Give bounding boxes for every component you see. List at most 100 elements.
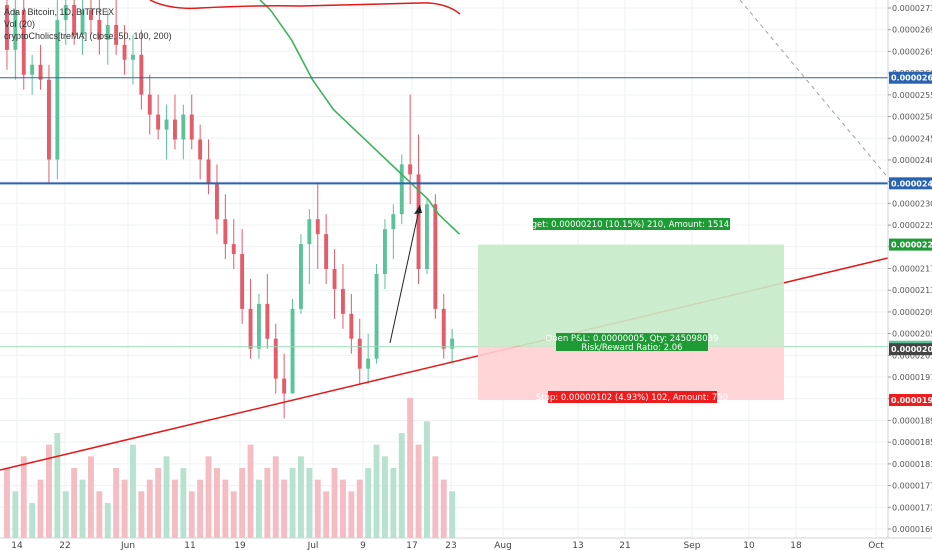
x-tick-label: 23 <box>445 541 456 550</box>
candle-body <box>131 54 135 60</box>
x-tick-label: 9 <box>360 541 366 550</box>
volume-bar <box>71 468 78 538</box>
volume-bar <box>62 491 69 538</box>
x-tick-label: 11 <box>184 541 195 550</box>
candle-body <box>47 79 51 160</box>
y-tick-label: 0.00001730 <box>892 503 932 512</box>
candle-body <box>315 219 320 235</box>
ma-indicator-label: cryptoCholics[treMA] (close, 50, 100, 20… <box>4 31 172 41</box>
dashed-projection-line <box>739 0 891 181</box>
volume-bar <box>104 503 111 538</box>
y-tick-label: 0.00002250 <box>892 221 932 230</box>
volume-bar <box>163 456 170 538</box>
volume-bar <box>289 468 296 538</box>
candle-body <box>164 119 169 130</box>
arrow-line <box>389 204 421 344</box>
x-tick-label: 21 <box>619 541 630 550</box>
candle-body <box>13 9 18 50</box>
x-tick-label: 18 <box>790 541 802 550</box>
x-tick-label: Sep <box>684 541 701 550</box>
volume-bar <box>188 491 195 538</box>
volume-bar <box>138 491 145 538</box>
volume-bar <box>356 479 363 538</box>
candle-body <box>307 219 312 245</box>
volume-bar <box>146 479 153 538</box>
volume-bar <box>306 468 313 538</box>
y-tick-label: 0.00002650 <box>892 47 932 56</box>
x-tick-label: 10 <box>743 541 755 550</box>
candle-body <box>257 303 261 349</box>
candle-body <box>374 273 379 359</box>
volume-bar <box>432 456 439 538</box>
volume-bar <box>239 468 246 538</box>
volume-bar <box>113 468 120 538</box>
candle-body <box>324 234 329 269</box>
candle-body <box>97 19 102 40</box>
y-tick-label: 0.00002400 <box>892 156 932 165</box>
y-tick-label: 0.00001694 <box>892 525 932 534</box>
candle-body <box>441 308 446 349</box>
candle-body <box>215 184 219 220</box>
candle-body <box>189 114 194 140</box>
y-tick-label: 0.00002130 <box>892 286 932 295</box>
candle-body <box>156 114 161 130</box>
volume-bar <box>365 468 372 538</box>
volume-bar <box>205 456 212 538</box>
volume-bar <box>298 456 304 538</box>
y-tick-label: 0.00002300 <box>892 199 932 208</box>
price-badge-label: 0.00002279 <box>891 241 932 250</box>
volume-bar <box>348 491 355 538</box>
volume-bar <box>390 468 397 538</box>
candle-body <box>21 9 26 75</box>
moving-average-line <box>259 0 461 235</box>
x-tick-label: 19 <box>234 541 246 550</box>
volume-bar <box>230 491 237 538</box>
y-tick-label: 0.00002730 <box>892 4 932 13</box>
candle-body <box>425 204 429 269</box>
y-tick-label: 0.00002500 <box>892 113 932 122</box>
volume-bar <box>214 468 220 538</box>
price-badge <box>889 343 932 356</box>
volume-bar <box>373 444 380 538</box>
candle-body <box>240 254 245 309</box>
volume-bar <box>155 468 162 538</box>
candle-body <box>391 214 396 230</box>
y-tick-label: 0.00001850 <box>892 438 932 447</box>
volume-bar <box>440 479 447 538</box>
candle-body <box>399 164 404 215</box>
y-tick-label: 0.00002010 <box>892 351 932 360</box>
candle-body <box>248 308 253 349</box>
volume-bar <box>54 433 61 538</box>
x-tick-label: 22 <box>59 541 70 550</box>
volume-bar <box>37 479 44 538</box>
candle-body <box>433 204 438 309</box>
candle-body <box>223 219 228 245</box>
candle-body <box>341 288 345 314</box>
candle-body <box>89 9 93 20</box>
candle-body <box>105 24 110 40</box>
target-zone <box>478 244 784 347</box>
x-tick-label: 17 <box>406 541 417 550</box>
pnl-label: Open P&L: 0.00000005, Qty: 245098039 <box>546 334 719 344</box>
x-tick-label: 13 <box>572 541 583 550</box>
candle-body <box>38 64 43 80</box>
y-tick-label: 0.00002170 <box>892 265 932 274</box>
candle-body <box>147 94 152 115</box>
candle-body <box>349 313 354 339</box>
volume-bar <box>398 433 405 538</box>
volume-bar <box>314 479 321 538</box>
candle-body <box>139 54 144 95</box>
y-tick-label: 0.00002050 <box>892 330 932 339</box>
y-tick-label: 0.00002690 <box>892 26 932 35</box>
y-tick-label: 0.00001810 <box>892 460 932 469</box>
candle-body <box>408 164 413 175</box>
volume-bar <box>247 444 254 538</box>
symbol-title: Ada / Bitcoin, 1D, BITTREX <box>4 7 115 17</box>
candle-body <box>416 174 421 269</box>
price-badge <box>889 238 932 251</box>
chart-legend: Ada / Bitcoin, 1D, BITTREX Vol (20) cryp… <box>4 6 172 42</box>
x-axis-panel <box>0 538 932 550</box>
volume-bar <box>130 444 136 538</box>
candle-body <box>80 9 85 35</box>
